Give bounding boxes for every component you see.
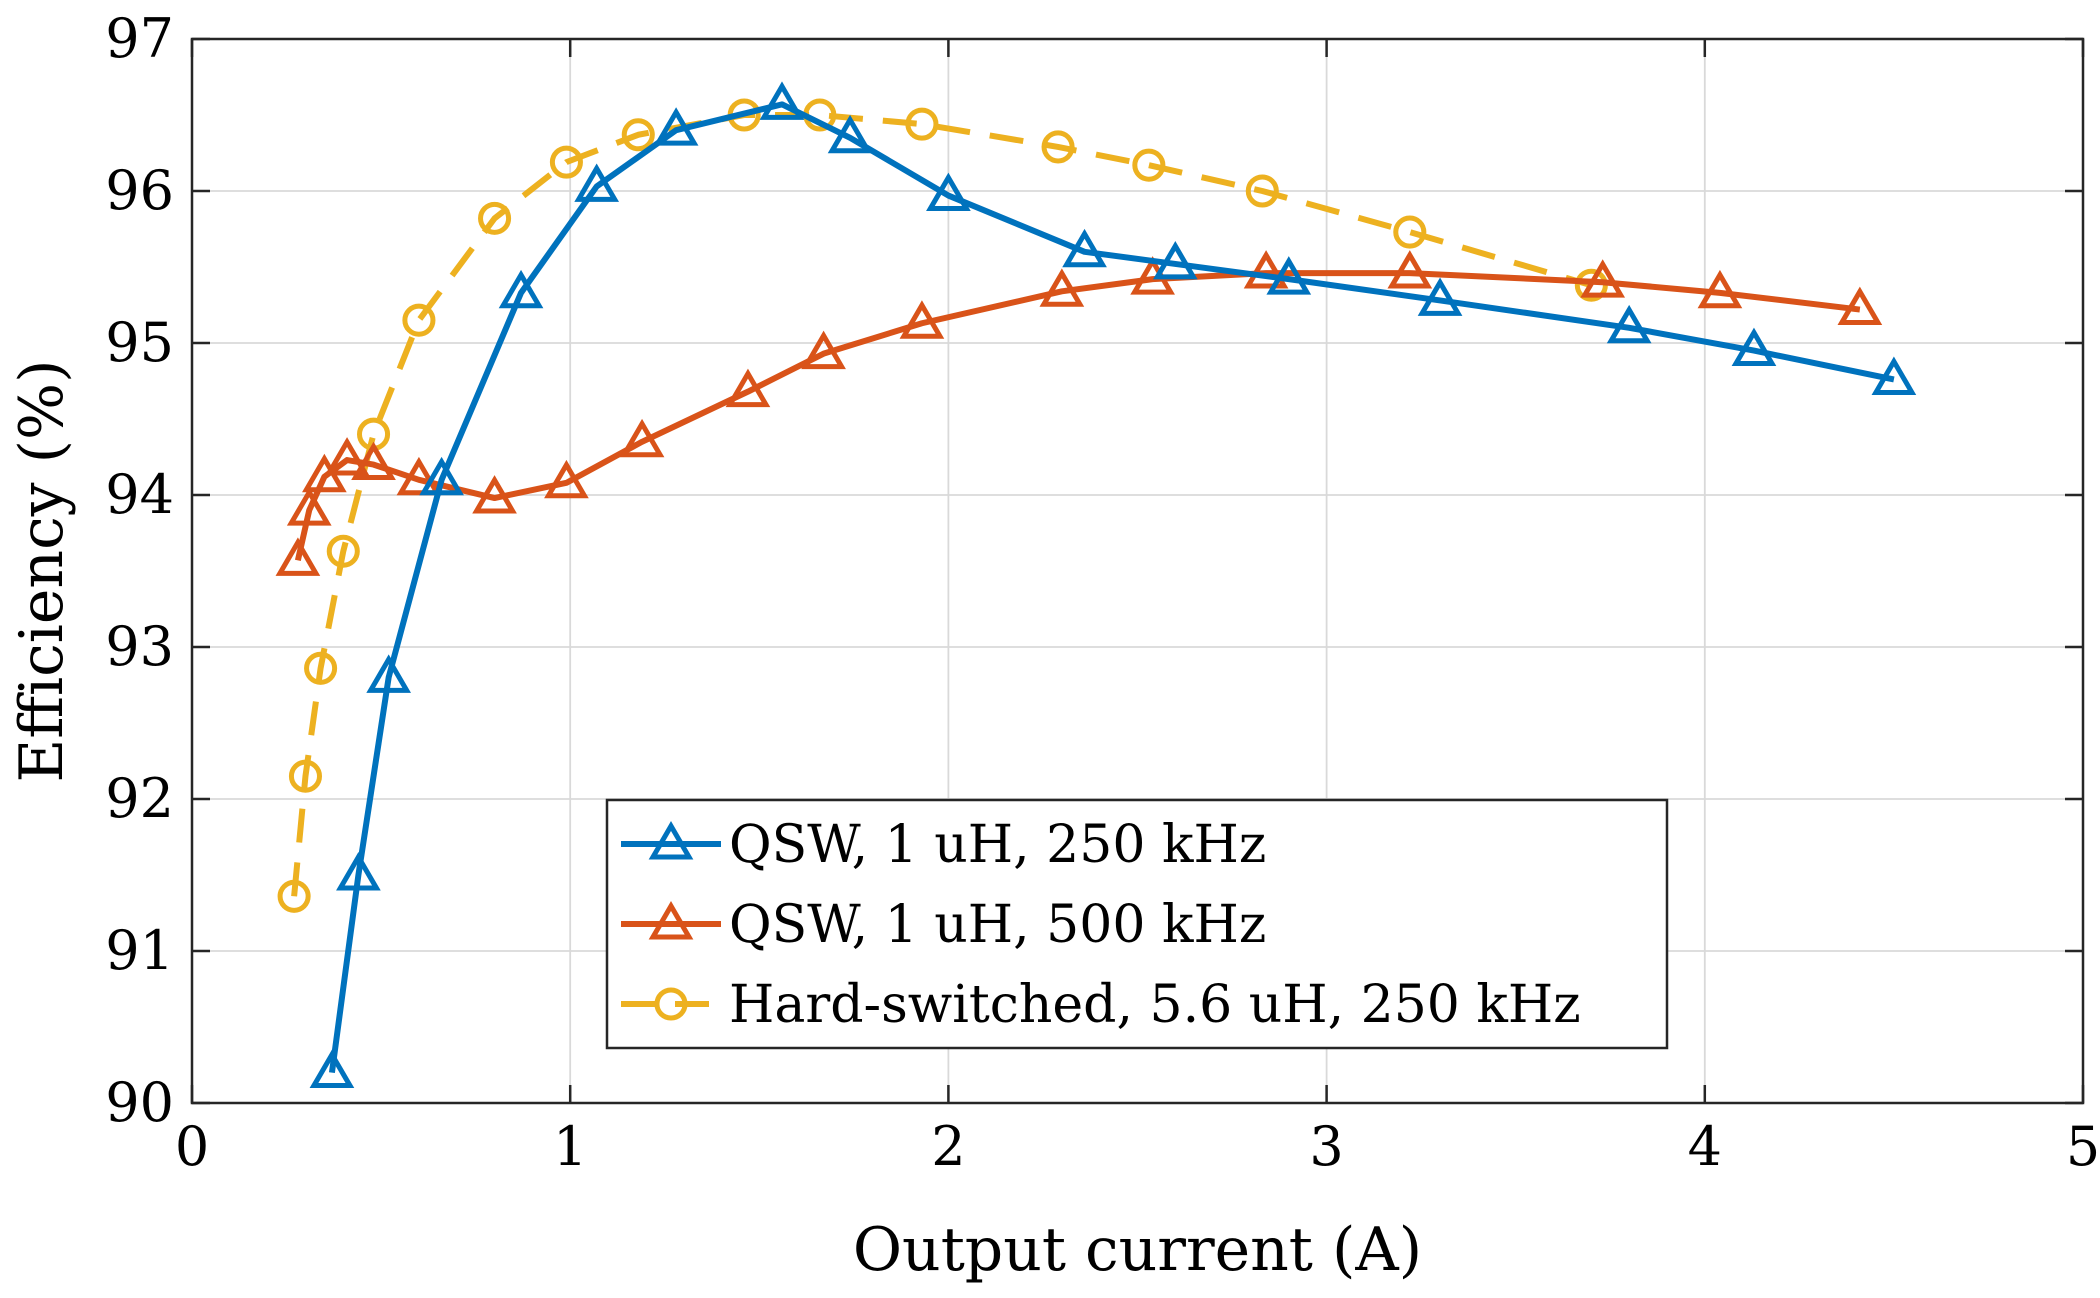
x-axis-title: Output current (A)	[853, 1215, 1422, 1285]
y-tick-label: 94	[105, 463, 174, 526]
series-1	[275, 250, 1883, 576]
x-tick-label: 2	[931, 1115, 965, 1178]
data-point	[899, 300, 945, 339]
legend-marker	[654, 987, 688, 1021]
series-2	[277, 98, 1608, 913]
series-line	[291, 112, 1593, 897]
plot-area-frame	[190, 37, 2085, 1105]
y-tick-label: 97	[105, 7, 174, 70]
data-point	[478, 201, 512, 235]
data-point	[1417, 277, 1463, 316]
data-point	[1039, 268, 1085, 307]
legend-entry: QSW, 1 uH, 250 kHz	[621, 815, 1266, 875]
axis-ticks: 0 1 2 3 4 5 90 91 92 93 94 95 96 97	[105, 7, 2100, 1178]
legend-box	[605, 798, 1669, 1050]
legend-label: Hard-switched, 5.6 uH, 250 kHz	[729, 975, 1581, 1035]
data-point	[309, 1049, 355, 1089]
data-point	[621, 118, 655, 152]
data-point	[396, 456, 442, 496]
data-point	[619, 418, 665, 458]
data-point	[827, 114, 873, 154]
data-point	[288, 759, 322, 793]
data-point	[759, 81, 805, 120]
data-point	[498, 269, 544, 309]
data-point	[277, 879, 311, 913]
data-point	[574, 163, 620, 202]
data-point	[304, 651, 338, 685]
data-point	[472, 475, 517, 514]
x-tick-label: 1	[553, 1115, 587, 1178]
data-point	[653, 107, 699, 146]
x-tick-label: 3	[1309, 1115, 1343, 1178]
legend-marker	[648, 901, 694, 940]
y-tick-label: 92	[105, 767, 174, 830]
data-point	[275, 537, 321, 576]
data-point	[324, 437, 370, 476]
y-tick-label: 90	[105, 1071, 174, 1134]
data-point	[402, 303, 436, 337]
legend-label: QSW, 1 uH, 500 kHz	[729, 895, 1266, 955]
data-point	[1580, 259, 1626, 298]
legend-entry: QSW, 1 uH, 500 kHz	[621, 895, 1266, 955]
data-point	[549, 145, 583, 179]
series-line	[294, 270, 1861, 562]
data-point	[1606, 304, 1652, 344]
legend: QSW, 1 uH, 250 kHz QSW, 1 uH, 500 kHz Hard…	[605, 798, 1669, 1050]
data-point	[1393, 215, 1427, 249]
y-axis-title: Efficiency (%)	[7, 360, 77, 783]
data-point	[1387, 250, 1433, 289]
data-point	[1243, 250, 1289, 289]
x-tick-label: 4	[1688, 1115, 1722, 1178]
data-point	[1132, 148, 1166, 182]
data-point	[351, 441, 396, 481]
x-tick-label: 5	[2066, 1115, 2100, 1178]
data-point	[1871, 356, 1917, 395]
y-tick-label: 93	[105, 615, 174, 678]
legend-entry: Hard-switched, 5.6 uH, 250 kHz	[621, 975, 1581, 1035]
data-point	[1837, 286, 1883, 326]
series-0	[309, 81, 1917, 1089]
y-tick-label: 91	[105, 919, 174, 982]
legend-marker	[648, 821, 694, 860]
data-point	[1731, 327, 1777, 367]
data-point	[905, 107, 939, 141]
data-point	[336, 852, 381, 891]
data-point	[1697, 269, 1743, 309]
data-point	[1062, 228, 1107, 268]
data-point	[926, 172, 971, 212]
data-point	[366, 654, 412, 693]
data-point	[725, 368, 771, 408]
legend-items: QSW, 1 uH, 250 kHz QSW, 1 uH, 500 kHz Hard…	[621, 815, 1581, 1035]
legend-label: QSW, 1 uH, 250 kHz	[729, 815, 1266, 875]
data-point	[544, 459, 589, 499]
data-point	[1041, 130, 1075, 164]
data-point	[1266, 256, 1312, 295]
data-point	[286, 487, 332, 526]
y-tick-label: 95	[105, 311, 174, 374]
y-tick-label: 96	[105, 159, 174, 222]
x-tick-label: 0	[175, 1115, 209, 1178]
data-point	[1152, 240, 1198, 280]
data-point	[801, 330, 846, 370]
data-point	[326, 534, 360, 568]
axis-titles: Output current (A) Efficiency (%)	[7, 360, 1422, 1285]
series-line	[328, 101, 1895, 1073]
data-point	[419, 456, 464, 496]
plot-series	[275, 81, 1917, 1089]
data-point	[1245, 174, 1279, 208]
